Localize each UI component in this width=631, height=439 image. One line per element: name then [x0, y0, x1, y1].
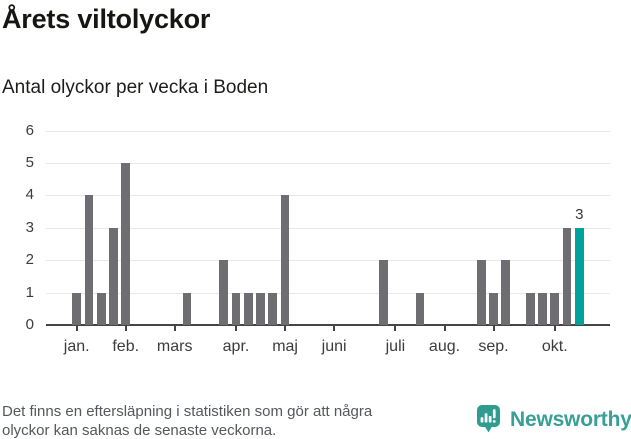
footer-note-line1: Det finns en eftersläpning i statistiken…	[2, 403, 373, 420]
bar-week-17	[243, 292, 253, 325]
page-title: Årets viltolyckor	[2, 4, 211, 34]
month-label-sep: sep.	[478, 338, 509, 355]
month-label-aug: aug.	[428, 338, 461, 355]
footer-note: Det finns en eftersläpning i statistiken…	[2, 402, 372, 439]
y-tick-label-6: 6	[25, 122, 34, 139]
bar-week-4	[84, 195, 94, 325]
bar-week-42	[550, 292, 560, 325]
month-tick-okt	[553, 326, 556, 331]
bar-week-41	[538, 292, 547, 325]
month-label-apr: apr.	[222, 338, 250, 355]
bar-week-44	[574, 227, 584, 325]
month-tick-juli	[394, 326, 397, 331]
month-tick-maj	[284, 326, 287, 331]
highlight-value-label: 3	[575, 205, 584, 223]
month-label-mars: mars	[156, 338, 193, 355]
month-tick-aug	[443, 326, 446, 331]
gridline-y3	[46, 228, 610, 229]
bar-week-6	[109, 227, 118, 325]
month-tick-feb	[124, 326, 127, 331]
bar-week-43	[562, 227, 572, 325]
bar-week-36	[476, 260, 486, 325]
bar-week-15	[219, 260, 229, 325]
month-tick-sep	[492, 326, 495, 331]
month-tick-apr	[235, 326, 237, 331]
y-tick-label-2: 2	[25, 251, 34, 268]
y-tick-label-5: 5	[25, 154, 34, 171]
brand-logo: Newsworthy	[477, 405, 631, 433]
month-tick-juni	[333, 326, 336, 331]
month-label-maj: maj	[272, 338, 298, 355]
month-label-jan: jan.	[63, 338, 90, 355]
bar-week-5	[96, 292, 106, 325]
bar-week-7	[121, 163, 131, 325]
y-tick-label-1: 1	[25, 284, 34, 301]
month-label-juli: juli	[385, 338, 406, 355]
bar-week-18	[256, 292, 265, 325]
chart-area: 0 1 2 3 4 5 6 3 jan. feb. mars apr. maj juni juli aug. s…	[25, 122, 610, 355]
x-axis-line	[46, 324, 610, 326]
bar-week-37	[489, 292, 498, 325]
bar-week-31	[415, 292, 425, 325]
y-tick-label-0: 0	[25, 316, 34, 333]
chart-subtitle: Antal olyckor per vecka i Boden	[2, 77, 269, 98]
month-tick-jan	[75, 326, 78, 331]
gridline-y2	[46, 260, 610, 261]
brand-name: Newsworthy	[510, 408, 631, 431]
month-label-feb: feb.	[112, 338, 140, 355]
bar-week-40	[525, 292, 535, 325]
gridline-y6	[46, 131, 610, 132]
month-label-juni: juni	[321, 338, 347, 355]
bar-week-38	[501, 260, 511, 325]
month-label-okt: okt.	[541, 338, 568, 355]
gridline-y1	[46, 293, 610, 294]
y-tick-label-3: 3	[25, 219, 34, 236]
newsworthy-bar-chart-speech-bubble-icon	[477, 405, 500, 433]
gridline-y5	[46, 163, 610, 164]
bar-week-20	[280, 195, 290, 325]
y-tick-label-4: 4	[25, 186, 34, 203]
month-tick-mars	[173, 326, 176, 331]
bar-week-19	[268, 292, 278, 325]
bar-week-12	[182, 292, 192, 325]
gridline-y4	[46, 195, 610, 196]
bar-week-3	[72, 292, 82, 325]
bar-week-28	[378, 260, 388, 325]
bar-week-16	[231, 292, 241, 325]
footer-note-line2: olyckor kan saknas de senaste veckorna.	[2, 422, 277, 439]
